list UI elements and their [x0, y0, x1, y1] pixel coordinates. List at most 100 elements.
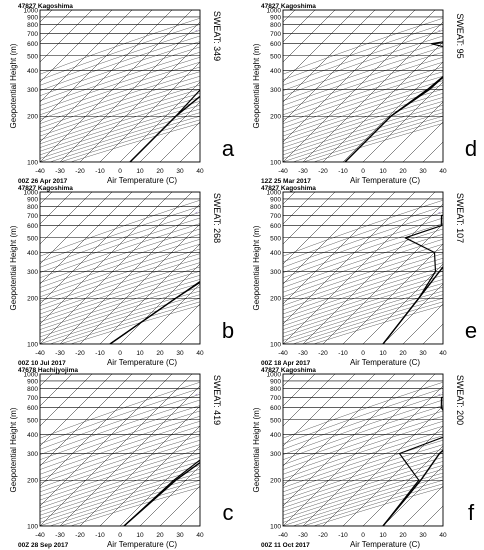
isotherm-line	[283, 374, 316, 407]
isotherm-line	[99, 61, 200, 162]
isotherm-line	[283, 374, 436, 526]
dry-adiabat-line	[40, 283, 200, 334]
dry-adiabat-line	[40, 405, 200, 460]
pressure-tick-label: 600	[27, 405, 38, 412]
isotherm-line	[59, 385, 200, 526]
dry-adiabat-line	[283, 425, 443, 480]
dewpoint-profile	[109, 280, 200, 344]
pressure-tick-label: 600	[27, 41, 38, 48]
temperature-tick-label: 40	[439, 532, 447, 539]
isotherm-line	[40, 192, 153, 305]
pressure-tick-label: 1000	[267, 190, 282, 197]
pressure-tick-label: 100	[270, 342, 281, 349]
temperature-tick-label: 40	[439, 350, 447, 357]
dry-adiabat-line	[283, 84, 443, 137]
plot-area	[40, 10, 200, 162]
temperature-tick-label: 30	[419, 350, 427, 357]
dry-adiabat-line	[283, 239, 443, 293]
pressure-tick-label: 200	[27, 478, 38, 485]
isotherm-line	[139, 283, 200, 344]
isotherm-line	[283, 374, 356, 447]
dry-adiabat-line	[283, 41, 443, 96]
dry-adiabat-line	[283, 430, 443, 484]
dry-adiabat-line	[283, 279, 443, 330]
dry-adiabat-line	[283, 275, 443, 327]
pressure-tick-label: 800	[27, 22, 38, 29]
temperature-tick-label: 30	[419, 168, 427, 175]
isotherm-line	[59, 21, 200, 162]
dry-adiabat-line	[283, 448, 443, 501]
plot-frame	[282, 373, 444, 527]
pressure-tick-label: 700	[270, 213, 281, 220]
mixing-ratio-line	[477, 374, 484, 396]
pressure-tick-label: 600	[270, 223, 281, 230]
pressure-tick-label: 300	[270, 87, 281, 94]
pressure-tick-label: 200	[27, 296, 38, 303]
dry-adiabat-line	[283, 399, 443, 455]
isotherm-line	[40, 10, 193, 162]
pressure-tick-label: 500	[270, 53, 281, 60]
dry-adiabat-line	[40, 399, 200, 455]
dry-adiabat-line	[283, 439, 443, 493]
station-label: 47827 Kagoshima	[261, 3, 316, 10]
temperature-tick-label: 0	[361, 350, 365, 357]
dry-adiabat-line	[40, 421, 200, 475]
dry-adiabat-line	[283, 266, 443, 319]
isotherm-line	[40, 192, 93, 245]
temperature-profile	[123, 461, 200, 526]
temperature-tick-label: -20	[318, 350, 328, 357]
dry-adiabat-line	[40, 388, 200, 445]
dry-adiabat-line	[283, 206, 443, 263]
x-axis-label: Air Temperature (C)	[107, 540, 177, 549]
isotherm-line	[99, 425, 200, 526]
isotherm-line	[283, 10, 376, 103]
isotherm-line	[40, 192, 73, 225]
plot-frame	[282, 9, 444, 163]
dry-adiabat-line	[283, 283, 443, 334]
dry-adiabat-line	[283, 212, 443, 268]
temperature-tick-label: -20	[75, 532, 85, 539]
dry-adiabat-line	[40, 444, 200, 497]
plot-frame	[282, 191, 444, 345]
pressure-tick-label: 400	[27, 432, 38, 439]
dewpoint-profile	[344, 41, 443, 162]
temperature-tick-label: 40	[439, 168, 447, 175]
isotherm-line	[40, 374, 73, 407]
y-axis-label: Geopotential Height (m)	[252, 43, 261, 128]
dry-adiabat-line	[40, 17, 200, 75]
dry-adiabat-line	[40, 435, 200, 488]
dry-adiabat-line	[40, 270, 200, 323]
panel-letter: a	[222, 136, 235, 161]
temperature-tick-label: -20	[75, 350, 85, 357]
isotherm-line	[283, 10, 436, 162]
temperature-tick-label: -30	[55, 532, 65, 539]
dry-adiabat-line	[40, 80, 200, 133]
temperature-tick-label: -30	[55, 168, 65, 175]
pressure-tick-label: 100	[27, 160, 38, 167]
isotherm-line	[79, 41, 200, 162]
dry-adiabat-line	[283, 270, 443, 323]
sweat-index-label: SWEAT: 95	[455, 13, 465, 58]
temperature-tick-label: 40	[196, 168, 204, 175]
station-label: 47827 Kagoshima	[261, 185, 316, 192]
pressure-tick-label: 700	[270, 395, 281, 402]
temperature-tick-label: -40	[35, 350, 45, 357]
y-axis-label: Geopotential Height (m)	[9, 43, 18, 128]
isotherm-line	[283, 10, 336, 63]
dry-adiabat-line	[40, 223, 200, 278]
isotherm-line	[322, 405, 443, 526]
pressure-tick-label: 700	[27, 31, 38, 38]
dry-adiabat-line	[40, 381, 200, 439]
dry-adiabat-line	[40, 279, 200, 330]
dry-adiabat-line	[40, 457, 200, 509]
isotherm-line	[382, 101, 443, 162]
plot-area	[283, 192, 443, 344]
dry-adiabat-line	[40, 452, 200, 505]
plot-area	[40, 374, 200, 526]
dry-adiabat-line	[283, 476, 443, 526]
temperature-tick-label: -40	[35, 532, 45, 539]
dry-adiabat-line	[40, 97, 200, 148]
pressure-tick-label: 500	[27, 417, 38, 424]
y-axis-label: Geopotential Height (m)	[9, 407, 18, 492]
dry-adiabat-line	[283, 290, 443, 341]
